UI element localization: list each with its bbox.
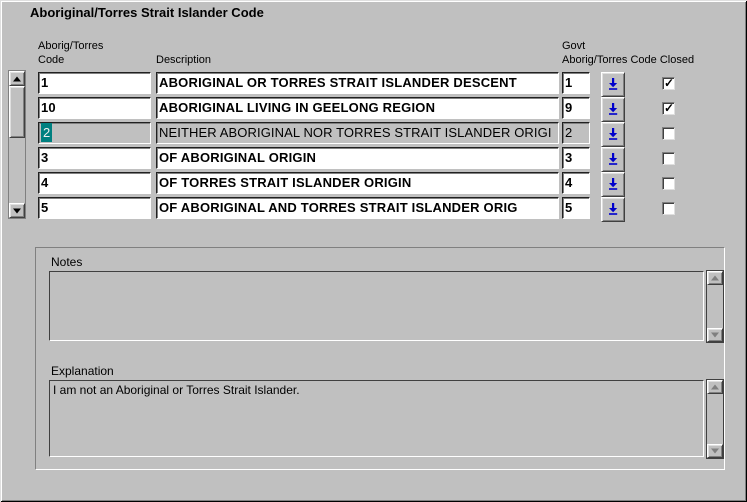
govt-code-lookup-button[interactable] [601, 122, 625, 147]
explanation-scrollbar[interactable] [706, 379, 724, 459]
table-row: 4 OF TORRES STRAIT ISLANDER ORIGIN 4 [0, 172, 747, 197]
down-arrow-to-bar-icon [609, 153, 618, 165]
closed-checkbox[interactable] [662, 76, 675, 90]
code-field[interactable]: 2 [38, 122, 151, 144]
govt-code-lookup-button[interactable] [601, 197, 625, 222]
grid-scrollbar[interactable] [8, 70, 26, 219]
description-field[interactable]: NEITHER ABORIGINAL NOR TORRES STRAIT ISL… [156, 122, 559, 144]
scroll-down-button[interactable] [9, 203, 25, 218]
scroll-down-button[interactable] [707, 328, 723, 342]
govt-code-lookup-button[interactable] [601, 172, 625, 197]
description-field[interactable]: OF TORRES STRAIT ISLANDER ORIGIN [156, 172, 559, 194]
closed-checkbox[interactable] [662, 152, 675, 165]
notes-label: Notes [51, 255, 83, 269]
table-row: 3 OF ABORIGINAL ORIGIN 3 [0, 147, 747, 172]
closed-checkbox[interactable] [662, 177, 675, 190]
scrollbar-thumb[interactable] [9, 86, 25, 138]
header-code-line2: Code [38, 54, 65, 66]
notes-memo[interactable] [49, 271, 704, 341]
description-field[interactable]: OF ABORIGINAL ORIGIN [156, 147, 559, 169]
code-field[interactable]: 4 [38, 172, 151, 194]
govt-code-field[interactable]: 9 [562, 97, 590, 119]
govt-code-field[interactable]: 2 [562, 122, 590, 144]
scroll-down-button[interactable] [707, 444, 723, 458]
up-arrow-icon [711, 275, 719, 281]
notes-panel: Notes Explanation I am not an Aboriginal… [35, 247, 725, 470]
up-arrow-icon [13, 76, 21, 81]
scrollbar-track[interactable] [707, 394, 723, 444]
govt-code-lookup-button[interactable] [601, 147, 625, 172]
notes-scrollbar[interactable] [706, 270, 724, 343]
down-arrow-icon [13, 208, 21, 213]
up-arrow-icon [711, 384, 719, 390]
code-field[interactable]: 1 [38, 72, 151, 94]
down-arrow-to-bar-icon [609, 103, 618, 115]
down-arrow-to-bar-icon [609, 178, 618, 190]
code-field[interactable]: 5 [38, 197, 151, 219]
table-row: 1 ABORIGINAL OR TORRES STRAIT ISLANDER D… [0, 72, 747, 97]
description-field[interactable]: ABORIGINAL LIVING IN GEELONG REGION [156, 97, 559, 119]
scroll-up-button[interactable] [707, 380, 723, 394]
description-field[interactable]: OF ABORIGINAL AND TORRES STRAIT ISLANDER… [156, 197, 559, 219]
down-arrow-to-bar-icon [609, 78, 618, 90]
govt-code-field[interactable]: 4 [562, 172, 590, 194]
down-arrow-icon [711, 448, 719, 454]
down-arrow-to-bar-icon [609, 203, 618, 215]
table-row: 2 NEITHER ABORIGINAL NOR TORRES STRAIT I… [0, 122, 747, 147]
header-code-line1: Aborig/Torres [38, 40, 104, 52]
code-field[interactable]: 10 [38, 97, 151, 119]
scroll-up-button[interactable] [9, 71, 25, 86]
table-row: 5 OF ABORIGINAL AND TORRES STRAIT ISLAND… [0, 197, 747, 222]
description-field[interactable]: ABORIGINAL OR TORRES STRAIT ISLANDER DES… [156, 72, 559, 94]
closed-checkbox[interactable] [662, 202, 675, 215]
table-row: 10 ABORIGINAL LIVING IN GEELONG REGION 9 [0, 97, 747, 122]
govt-code-field[interactable]: 3 [562, 147, 590, 169]
scrollbar-track[interactable] [707, 285, 723, 328]
explanation-label: Explanation [51, 364, 114, 378]
closed-checkbox[interactable] [662, 101, 675, 115]
scroll-up-button[interactable] [707, 271, 723, 285]
header-govt-line1: Govt [562, 40, 586, 52]
down-arrow-to-bar-icon [609, 128, 618, 140]
down-arrow-icon [711, 332, 719, 338]
govt-code-field[interactable]: 1 [562, 72, 590, 94]
closed-checkbox[interactable] [662, 127, 675, 140]
govt-code-field[interactable]: 5 [562, 197, 590, 219]
header-description: Description [156, 54, 212, 66]
govt-code-lookup-button[interactable] [601, 72, 625, 97]
page-title: Aboriginal/Torres Strait Islander Code [30, 5, 264, 20]
govt-code-lookup-button[interactable] [601, 97, 625, 122]
header-govt-closed: Aborig/Torres Code Closed [562, 54, 695, 66]
explanation-memo[interactable]: I am not an Aboriginal or Torres Strait … [49, 380, 704, 457]
code-field[interactable]: 3 [38, 147, 151, 169]
